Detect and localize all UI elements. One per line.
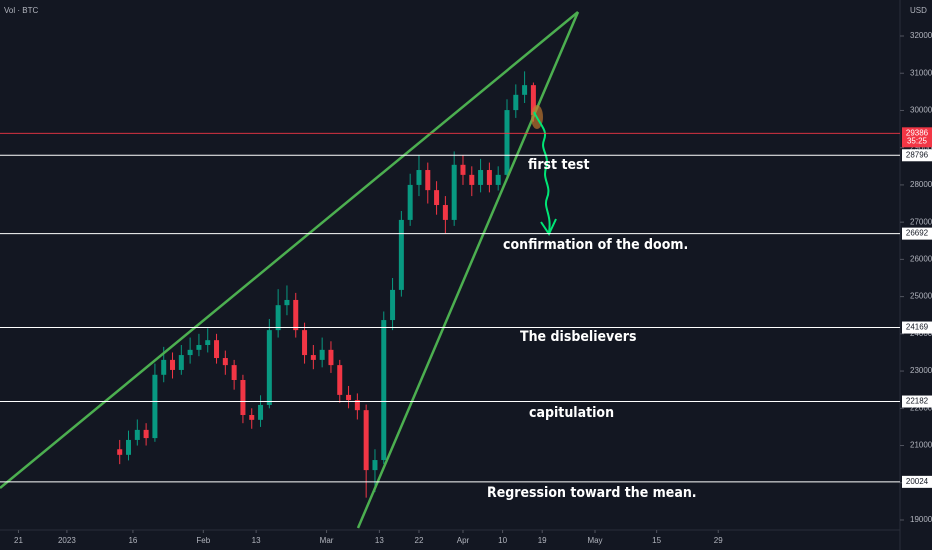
candle-body bbox=[187, 349, 193, 356]
y-tick-label: 28000 bbox=[910, 180, 932, 189]
candle-body bbox=[134, 429, 140, 440]
candle-body bbox=[504, 110, 510, 175]
candle-body bbox=[214, 340, 220, 359]
candle-body bbox=[407, 184, 413, 220]
level-label-box bbox=[902, 395, 932, 408]
x-tick-label: 15 bbox=[652, 536, 661, 545]
candle-body bbox=[222, 358, 228, 366]
candle-body bbox=[319, 349, 325, 360]
candle-body bbox=[354, 400, 360, 411]
y-tick-label: 27000 bbox=[910, 217, 932, 226]
trend-line bbox=[356, 11, 580, 529]
candle-body bbox=[249, 414, 255, 420]
candle-body bbox=[469, 174, 475, 185]
candle-body bbox=[161, 359, 167, 375]
candle-body bbox=[328, 349, 334, 366]
candle-body bbox=[434, 190, 440, 206]
candle-body bbox=[275, 305, 281, 331]
y-tick-label: 26000 bbox=[910, 254, 932, 263]
candle-body bbox=[205, 340, 211, 346]
x-tick-label: 21 bbox=[14, 536, 23, 545]
legend: Vol · BTC bbox=[4, 6, 38, 15]
annotation: capitulation bbox=[529, 405, 614, 421]
x-tick-label: 2023 bbox=[58, 536, 76, 545]
candle-body bbox=[258, 404, 264, 420]
level-label-box bbox=[902, 149, 932, 162]
candle-body bbox=[513, 94, 519, 111]
candle-body bbox=[337, 365, 343, 395]
candle-body bbox=[302, 330, 308, 356]
candle-body bbox=[152, 374, 158, 439]
x-tick-label: 19 bbox=[538, 536, 547, 545]
annotation: first test bbox=[528, 157, 590, 173]
level-label: 26692 bbox=[906, 229, 929, 238]
candle-body bbox=[530, 85, 536, 115]
level-label-box bbox=[902, 321, 932, 334]
y-tick-label: 22000 bbox=[910, 403, 932, 412]
x-tick-label: Feb bbox=[196, 536, 210, 545]
candle-body bbox=[451, 164, 457, 220]
level-label-box bbox=[902, 475, 932, 488]
y-tick-label: 30000 bbox=[910, 106, 932, 115]
plot-area bbox=[117, 71, 536, 498]
candle-body bbox=[460, 164, 466, 175]
x-tick-label: Mar bbox=[320, 536, 334, 545]
candle-body bbox=[293, 299, 299, 331]
candle-body bbox=[266, 330, 272, 405]
candle-body bbox=[372, 460, 378, 471]
x-tick-label: 10 bbox=[498, 536, 507, 545]
level-label: 28796 bbox=[906, 150, 929, 159]
candle-body bbox=[398, 219, 404, 290]
y-tick-label: 19000 bbox=[910, 515, 932, 524]
level-label-box bbox=[902, 227, 932, 240]
candle-body bbox=[363, 410, 369, 471]
x-tick-label: 13 bbox=[375, 536, 384, 545]
annotation: The disbelievers bbox=[520, 329, 637, 345]
last-price-box bbox=[902, 127, 932, 148]
level-label: 24169 bbox=[906, 323, 929, 332]
candle-body bbox=[284, 299, 290, 306]
countdown-label: 35:25 bbox=[907, 136, 928, 145]
candle-body bbox=[126, 439, 132, 455]
level-label: 20024 bbox=[906, 477, 929, 486]
candle-body bbox=[381, 320, 387, 461]
x-tick-label: Apr bbox=[457, 536, 470, 545]
candle-body bbox=[522, 85, 528, 95]
candle-body bbox=[442, 205, 448, 220]
y-tick-label: 25000 bbox=[910, 292, 932, 301]
candle-body bbox=[240, 380, 246, 415]
candle-body bbox=[178, 355, 184, 370]
y-tick-label: 31000 bbox=[910, 68, 932, 77]
x-tick-label: May bbox=[587, 536, 602, 545]
candle-body bbox=[231, 365, 237, 381]
candle-body bbox=[486, 170, 492, 185]
candle-body bbox=[346, 394, 352, 401]
level-label: 22182 bbox=[906, 397, 929, 406]
candle-body bbox=[196, 345, 202, 350]
candle-body bbox=[425, 170, 431, 191]
candle-body bbox=[310, 355, 316, 360]
candle-body bbox=[390, 289, 396, 321]
last-price-label: 29386 bbox=[906, 128, 929, 137]
x-tick-label: 29 bbox=[714, 536, 723, 545]
x-tick-label: 22 bbox=[415, 536, 424, 545]
x-tick-label: 13 bbox=[252, 536, 261, 545]
candle-body bbox=[478, 170, 484, 185]
y-axis-label: USD bbox=[910, 6, 927, 15]
x-tick-label: 16 bbox=[128, 536, 137, 545]
y-tick-label: 23000 bbox=[910, 366, 932, 375]
candle-body bbox=[143, 429, 149, 439]
trend-line bbox=[0, 11, 579, 489]
candle-body bbox=[117, 449, 123, 455]
arrow-path bbox=[533, 111, 551, 233]
annotation: confirmation of the doom. bbox=[503, 237, 688, 253]
candle-body bbox=[495, 174, 501, 185]
y-tick-label: 21000 bbox=[910, 441, 932, 450]
candle-body bbox=[170, 359, 176, 370]
annotation: Regression toward the mean. bbox=[487, 485, 697, 501]
y-tick-label: 32000 bbox=[910, 31, 932, 40]
candle-body bbox=[416, 170, 422, 185]
